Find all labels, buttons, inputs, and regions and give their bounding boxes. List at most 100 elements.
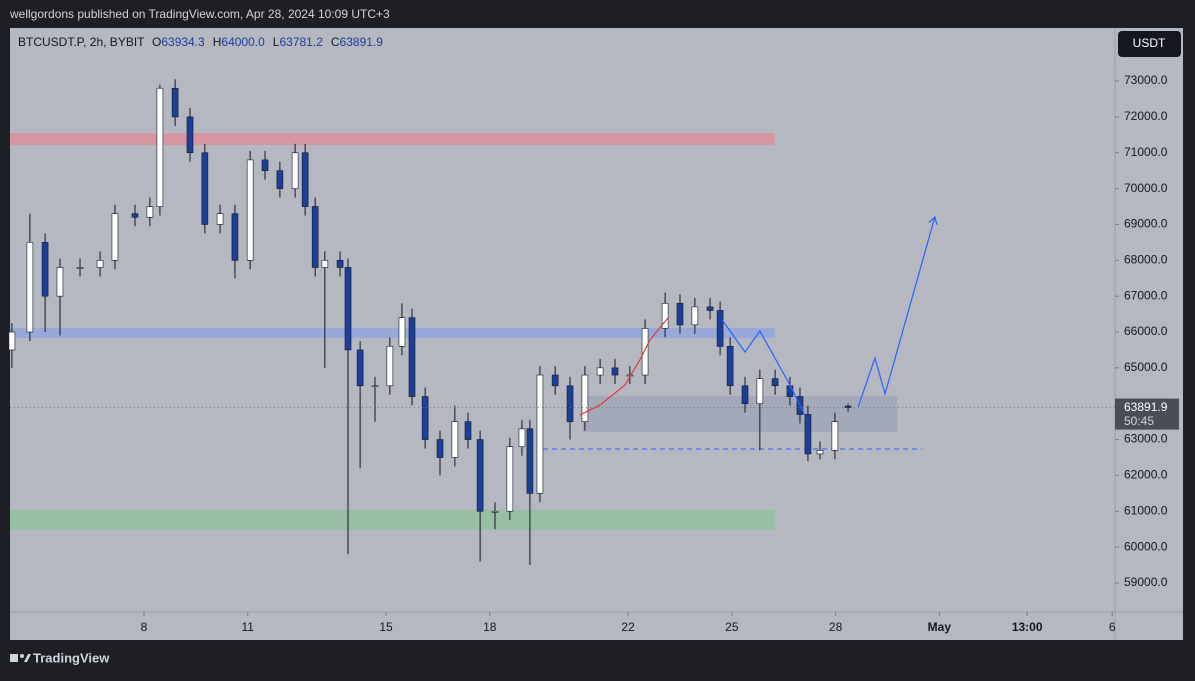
arrow-head (928, 215, 938, 225)
candle-body (771, 378, 779, 387)
y-tick-label: 66000.0 (1124, 324, 1168, 338)
x-tick-label: 11 (242, 620, 255, 634)
candle-body (436, 439, 444, 458)
candle-body (56, 267, 64, 297)
x-tick-label: 25 (725, 620, 739, 634)
candle-body (386, 346, 394, 387)
y-tick-label: 59000.0 (1124, 575, 1168, 589)
logo-shape (24, 654, 31, 662)
candle-body (336, 260, 344, 268)
candle-body (816, 450, 824, 455)
candle-body (371, 385, 379, 388)
candle-body (261, 159, 269, 171)
y-tick-label: 60000.0 (1124, 539, 1168, 553)
logo-shape (20, 654, 24, 658)
candle-body (8, 331, 16, 351)
last-price-box (1115, 398, 1179, 430)
candle-body (201, 152, 209, 225)
candle-body (344, 267, 352, 351)
candle-body (476, 439, 484, 512)
y-tick-label: 62000.0 (1124, 468, 1168, 482)
candle-body (171, 87, 179, 118)
y-tick-label: 65000.0 (1124, 360, 1168, 374)
zone (10, 133, 775, 146)
projection-line (579, 317, 669, 416)
candle-body (661, 303, 669, 329)
candle-body (581, 374, 589, 422)
candle-body (146, 206, 154, 218)
candle-body (756, 378, 764, 405)
candle-body (291, 152, 299, 189)
x-tick-label: 13:00 (1012, 620, 1043, 634)
currency-button[interactable] (1118, 31, 1181, 57)
candle-body (526, 428, 534, 494)
candle-body (741, 385, 749, 405)
candle-body (231, 213, 239, 261)
ohlc-value: 63934.3 (161, 35, 205, 49)
candle-body (611, 367, 619, 376)
candle-body (716, 310, 724, 347)
candle-body (76, 267, 84, 269)
candle-body (26, 242, 34, 333)
candle-body (356, 349, 364, 387)
candle-body (491, 510, 499, 513)
ohlc-legend: O 63934.3 H 64000.0 L 63781.2 C 63891.9 (152, 35, 383, 49)
candle-body (706, 306, 714, 311)
candle-body (301, 152, 309, 207)
ohlc-value: 63781.2 (279, 35, 323, 49)
y-tick-label: 73000.0 (1124, 73, 1168, 87)
candle-body (831, 421, 839, 451)
ohlc-value: 64000.0 (221, 35, 265, 49)
candle-body (276, 170, 284, 189)
ohlc-key: L (273, 35, 280, 49)
y-tick-label: 69000.0 (1124, 217, 1168, 231)
ohlc-key: H (213, 35, 222, 49)
candle-body (844, 405, 852, 408)
y-tick-label: 61000.0 (1124, 503, 1168, 517)
ohlc-key: C (331, 35, 340, 49)
brand: TradingView (33, 650, 110, 665)
candle-body (726, 346, 734, 387)
currency-label: USDT (1133, 36, 1166, 50)
y-tick-label: 71000.0 (1124, 145, 1168, 159)
x-tick-label: 28 (829, 620, 843, 634)
last-price-label: 63891.9 (1124, 400, 1168, 414)
projection-line (857, 216, 936, 408)
candle-body (676, 303, 684, 326)
zone (582, 395, 898, 432)
candle-body (451, 421, 459, 458)
candle-body (41, 242, 49, 297)
candle-body (536, 374, 544, 494)
candle-body (551, 374, 559, 387)
candle-body (691, 306, 699, 326)
logo-shape (10, 654, 18, 662)
candle-body (421, 396, 429, 440)
candle-body (786, 385, 794, 397)
publish-header: wellgordons published on TradingView.com… (9, 7, 390, 21)
candle-body (641, 328, 649, 376)
projection-line (721, 319, 806, 416)
candle-body (596, 367, 604, 376)
candle-body (156, 87, 164, 207)
zone (10, 328, 775, 338)
x-tick-label: 18 (483, 620, 497, 634)
y-tick-label: 67000.0 (1124, 288, 1168, 302)
ohlc-key: O (152, 35, 161, 49)
y-tick-label: 72000.0 (1124, 109, 1168, 123)
candle-body (506, 446, 514, 512)
candle-body (464, 421, 472, 440)
y-tick-label: 70000.0 (1124, 181, 1168, 195)
candle-body (246, 159, 254, 261)
candle-body (111, 213, 119, 261)
plot (8, 79, 1115, 566)
candle-body (804, 414, 812, 455)
candle-body (216, 213, 224, 225)
ohlc-value: 63891.9 (340, 35, 384, 49)
y-tick-label: 68000.0 (1124, 252, 1168, 266)
candle-body (408, 317, 416, 397)
candle-body (398, 317, 406, 347)
candle-body (518, 428, 526, 448)
zone (10, 509, 775, 530)
tradingview-logo (10, 654, 31, 662)
